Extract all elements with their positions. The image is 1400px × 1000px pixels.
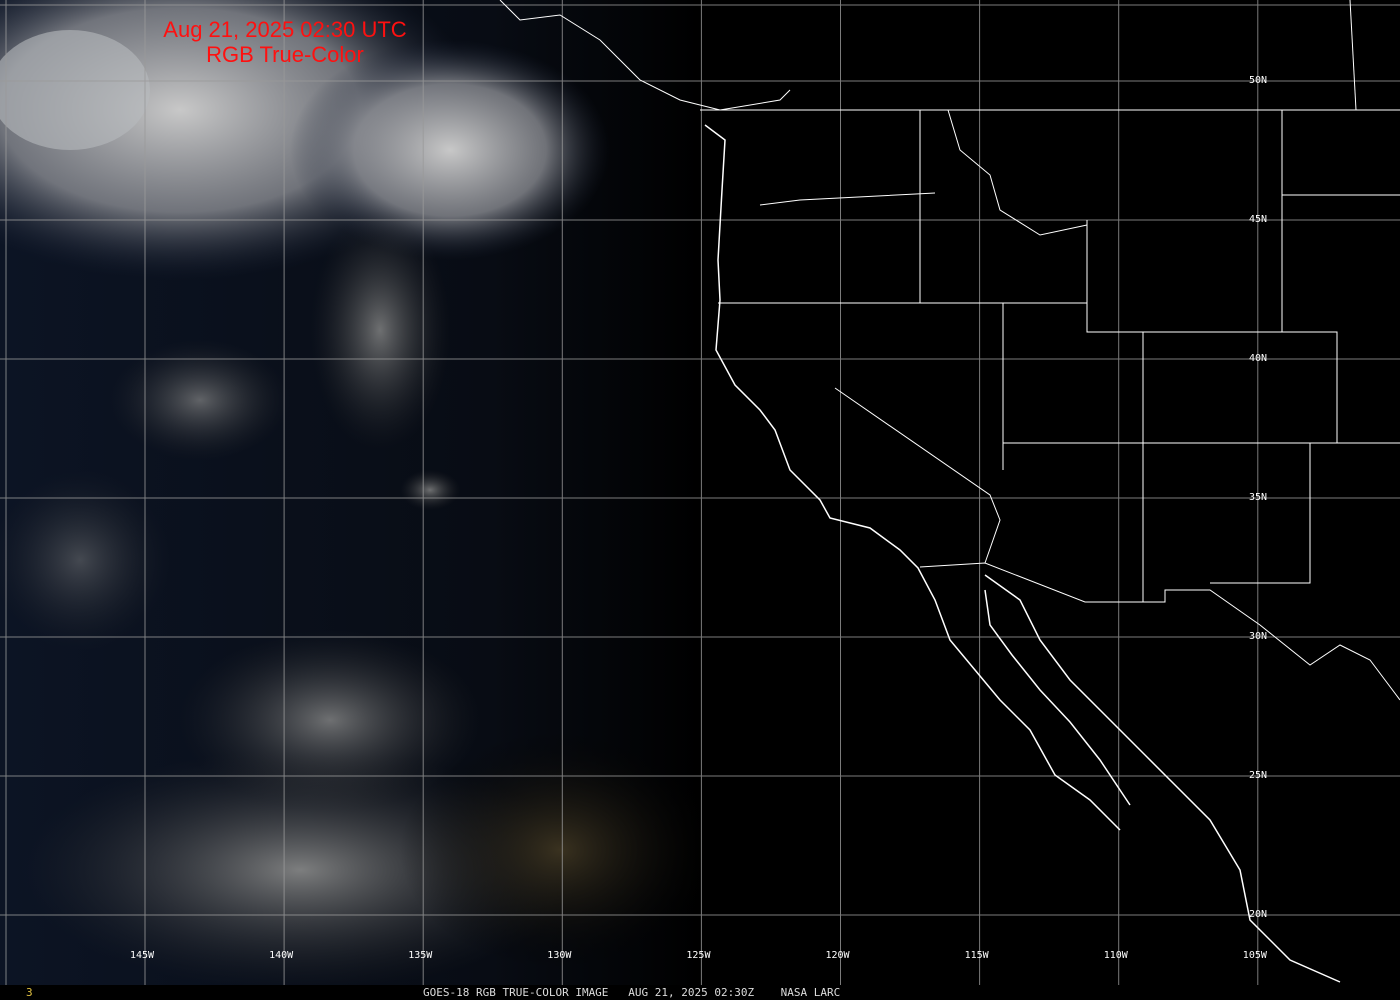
longitude-label: 130W <box>547 950 572 961</box>
utah-border <box>1086 220 1144 602</box>
longitude-label: 120W <box>825 950 850 961</box>
longitude-label: 115W <box>964 950 989 961</box>
nm-east-border <box>1210 443 1311 584</box>
product-title: RGB True-Color <box>206 42 364 67</box>
ca-nv-border <box>834 387 1001 564</box>
latitude-label: 20N <box>1249 909 1268 920</box>
colorado-border <box>1143 331 1338 443</box>
frame-number: 3 <box>26 986 33 999</box>
baja-east-coastline <box>984 589 1131 806</box>
us-west-coastline <box>704 124 1121 831</box>
longitude-label: 145W <box>130 950 155 961</box>
longitude-label: 105W <box>1242 950 1267 961</box>
latitude-label: 40N <box>1249 353 1268 364</box>
mexico-mainland-coastline <box>984 574 1341 983</box>
longitude-label: 125W <box>686 950 711 961</box>
longitude-label: 140W <box>269 950 294 961</box>
image-caption: GOES-18 RGB TRUE-COLOR IMAGE AUG 21, 202… <box>423 986 841 999</box>
political-borders <box>499 0 1400 983</box>
montana-idaho-border <box>947 109 1088 236</box>
longitude-label: 110W <box>1103 950 1128 961</box>
nd-border <box>1349 0 1357 111</box>
us-mexico-border <box>919 562 1400 701</box>
wa-or-border <box>759 192 936 206</box>
latitude-label: 50N <box>1249 75 1268 86</box>
footer-bar: 3 GOES-18 RGB TRUE-COLOR IMAGE AUG 21, 2… <box>0 985 1400 1000</box>
canada-coastline <box>499 0 791 111</box>
timestamp-title: Aug 21, 2025 02:30 UTC <box>163 17 407 42</box>
latitude-label: 35N <box>1249 492 1268 503</box>
latitude-label: 25N <box>1249 770 1268 781</box>
latitude-label: 30N <box>1249 631 1268 642</box>
latitude-label: 45N <box>1249 214 1268 225</box>
longitude-label: 135W <box>408 950 433 961</box>
